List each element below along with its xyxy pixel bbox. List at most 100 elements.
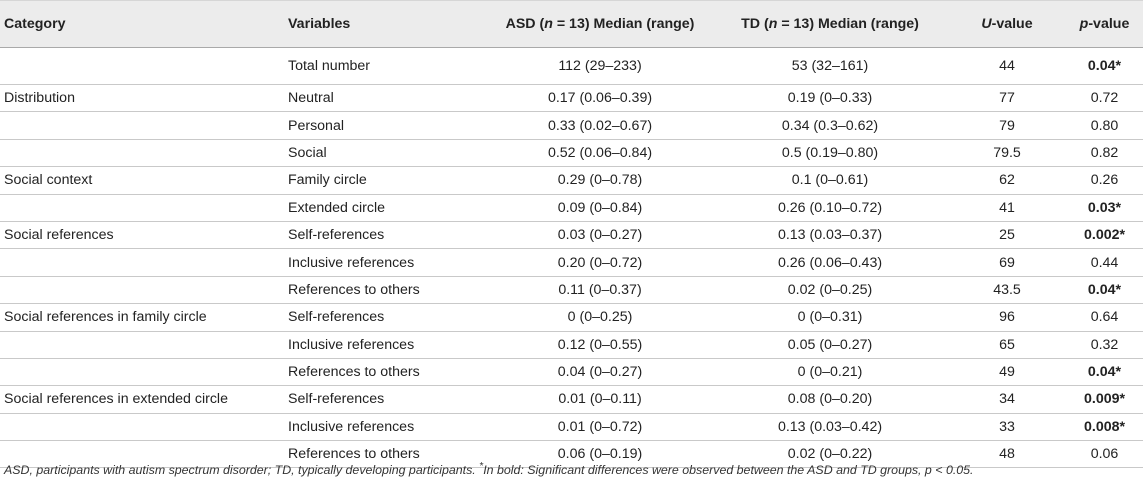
footnote-text: ASD, participants with autism spectrum d… bbox=[4, 463, 480, 478]
table-row: Social references in extended circle Self… bbox=[0, 385, 1143, 414]
cell-u-value: 44 bbox=[952, 47, 1062, 85]
header-u-suffix: -value bbox=[991, 16, 1033, 32]
cell-u-value: 25 bbox=[952, 221, 1062, 250]
table-header: Category Variables ASD (n = 13) Median (… bbox=[0, 0, 1143, 48]
cell-category bbox=[0, 276, 288, 305]
header-u-value: U-value bbox=[952, 0, 1062, 48]
table-row: Social 0.52 (0.06–0.84) 0.5 (0.19–0.80) 79.… bbox=[0, 139, 1143, 168]
cell-p-value: 0.04* bbox=[1062, 47, 1143, 85]
cell-td: 0.08 (0–0.20) bbox=[708, 385, 952, 414]
table-body: Total number 112 (29–233) 53 (32–161) 44 0.0… bbox=[0, 47, 1143, 469]
cell-asd: 0.52 (0.06–0.84) bbox=[492, 139, 708, 168]
cell-td: 0.05 (0–0.27) bbox=[708, 331, 952, 359]
header-p-letter: p bbox=[1079, 16, 1089, 32]
cell-td: 0.13 (0.03–0.42) bbox=[708, 413, 952, 442]
cell-u-value: 69 bbox=[952, 248, 1062, 277]
table-row: Inclusive references 0.01 (0–0.72) 0.13 (0… bbox=[0, 413, 1143, 442]
table-row: Extended circle 0.09 (0–0.84) 0.26 (0.10–0… bbox=[0, 194, 1143, 222]
cell-variable: Extended circle bbox=[288, 194, 492, 222]
cell-variable: References to others bbox=[288, 358, 492, 387]
cell-category bbox=[0, 111, 288, 140]
cell-variable: Social bbox=[288, 139, 492, 168]
cell-category: Social references in extended circle bbox=[0, 385, 288, 414]
table-row: Inclusive references 0.20 (0–0.72) 0.26 (0… bbox=[0, 248, 1143, 277]
header-variables-label: Variables bbox=[288, 16, 351, 32]
table-row: Total number 112 (29–233) 53 (32–161) 44 0.0… bbox=[0, 47, 1143, 85]
cell-td: 0.19 (0–0.33) bbox=[708, 84, 952, 113]
header-td: TD (n = 13) Median (range) bbox=[708, 0, 952, 48]
cell-category bbox=[0, 248, 288, 277]
cell-u-value: 49 bbox=[952, 358, 1062, 387]
cell-variable: References to others bbox=[288, 276, 492, 305]
header-td-prefix: TD ( bbox=[741, 16, 769, 32]
cell-variable: Total number bbox=[288, 47, 492, 85]
cell-p-value: 0.80 bbox=[1062, 111, 1143, 140]
table-row: Social references in family circle Self-r… bbox=[0, 303, 1143, 332]
cell-variable: Inclusive references bbox=[288, 248, 492, 277]
cell-category bbox=[0, 194, 288, 222]
header-asd-n: n bbox=[544, 16, 553, 32]
cell-u-value: 33 bbox=[952, 413, 1062, 442]
header-category: Category bbox=[0, 0, 288, 48]
cell-u-value: 96 bbox=[952, 303, 1062, 332]
cell-p-value: 0.26 bbox=[1062, 166, 1143, 195]
cell-asd: 0.20 (0–0.72) bbox=[492, 248, 708, 277]
cell-u-value: 48 bbox=[952, 440, 1062, 469]
cell-asd: 0.03 (0–0.27) bbox=[492, 221, 708, 250]
cell-variable: Family circle bbox=[288, 166, 492, 195]
cell-category: Social context bbox=[0, 166, 288, 195]
cell-variable: References to others bbox=[288, 440, 492, 469]
cell-variable: Self-references bbox=[288, 303, 492, 332]
header-u-letter: U bbox=[981, 16, 992, 32]
header-asd-suffix: = 13) Median (range) bbox=[552, 16, 695, 32]
cell-td: 0.34 (0.3–0.62) bbox=[708, 111, 952, 140]
cell-category bbox=[0, 358, 288, 387]
cell-category: Distribution bbox=[0, 84, 288, 113]
cell-variable: Self-references bbox=[288, 385, 492, 414]
cell-td: 0.1 (0–0.61) bbox=[708, 166, 952, 195]
cell-variable: Inclusive references bbox=[288, 331, 492, 359]
cell-u-value: 62 bbox=[952, 166, 1062, 195]
header-row: Category Variables ASD (n = 13) Median (… bbox=[0, 0, 1143, 48]
cell-asd: 112 (29–233) bbox=[492, 47, 708, 85]
header-variables: Variables bbox=[288, 0, 492, 48]
cell-u-value: 79 bbox=[952, 111, 1062, 140]
cell-p-value: 0.64 bbox=[1062, 303, 1143, 332]
table-row: References to others 0.11 (0–0.37) 0.02 (0… bbox=[0, 276, 1143, 305]
cell-td: 0 (0–0.31) bbox=[708, 303, 952, 332]
cell-category bbox=[0, 47, 288, 85]
cell-variable: Personal bbox=[288, 111, 492, 140]
results-table: Category Variables ASD (n = 13) Median (… bbox=[0, 0, 1143, 469]
cell-u-value: 79.5 bbox=[952, 139, 1062, 168]
cell-p-value: 0.002* bbox=[1062, 221, 1143, 250]
cell-td: 0.26 (0.06–0.43) bbox=[708, 248, 952, 277]
table-row: Social references Self-references 0.03 (0–… bbox=[0, 221, 1143, 250]
cell-u-value: 41 bbox=[952, 194, 1062, 222]
cell-variable: Self-references bbox=[288, 221, 492, 250]
cell-p-value: 0.32 bbox=[1062, 331, 1143, 359]
cell-asd: 0.29 (0–0.78) bbox=[492, 166, 708, 195]
cell-u-value: 34 bbox=[952, 385, 1062, 414]
header-td-n: n bbox=[768, 16, 778, 32]
cell-p-value: 0.04* bbox=[1062, 358, 1143, 387]
table-row: Personal 0.33 (0.02–0.67) 0.34 (0.3–0.62) 7… bbox=[0, 111, 1143, 140]
cell-td: 0.26 (0.10–0.72) bbox=[708, 194, 952, 222]
footnote-note: In bold: Significant differences were ob… bbox=[483, 463, 974, 478]
cell-category bbox=[0, 440, 288, 469]
cell-p-value: 0.44 bbox=[1062, 248, 1143, 277]
cell-asd: 0.01 (0–0.72) bbox=[492, 413, 708, 442]
cell-p-value: 0.008* bbox=[1062, 413, 1143, 442]
cell-td: 53 (32–161) bbox=[708, 47, 952, 85]
table-row: References to others 0.06 (0–0.19) 0.02 (0… bbox=[0, 440, 1143, 469]
cell-variable: Neutral bbox=[288, 84, 492, 113]
cell-category: Social references in family circle bbox=[0, 303, 288, 332]
cell-u-value: 43.5 bbox=[952, 276, 1062, 305]
table-footnote: ASD, participants with autism spectrum d… bbox=[4, 461, 1139, 477]
cell-p-value: 0.04* bbox=[1062, 276, 1143, 305]
cell-asd: 0.09 (0–0.84) bbox=[492, 194, 708, 222]
cell-asd: 0.06 (0–0.19) bbox=[492, 440, 708, 469]
cell-asd: 0.01 (0–0.11) bbox=[492, 385, 708, 414]
cell-u-value: 65 bbox=[952, 331, 1062, 359]
header-td-suffix: = 13) Median (range) bbox=[777, 16, 919, 32]
